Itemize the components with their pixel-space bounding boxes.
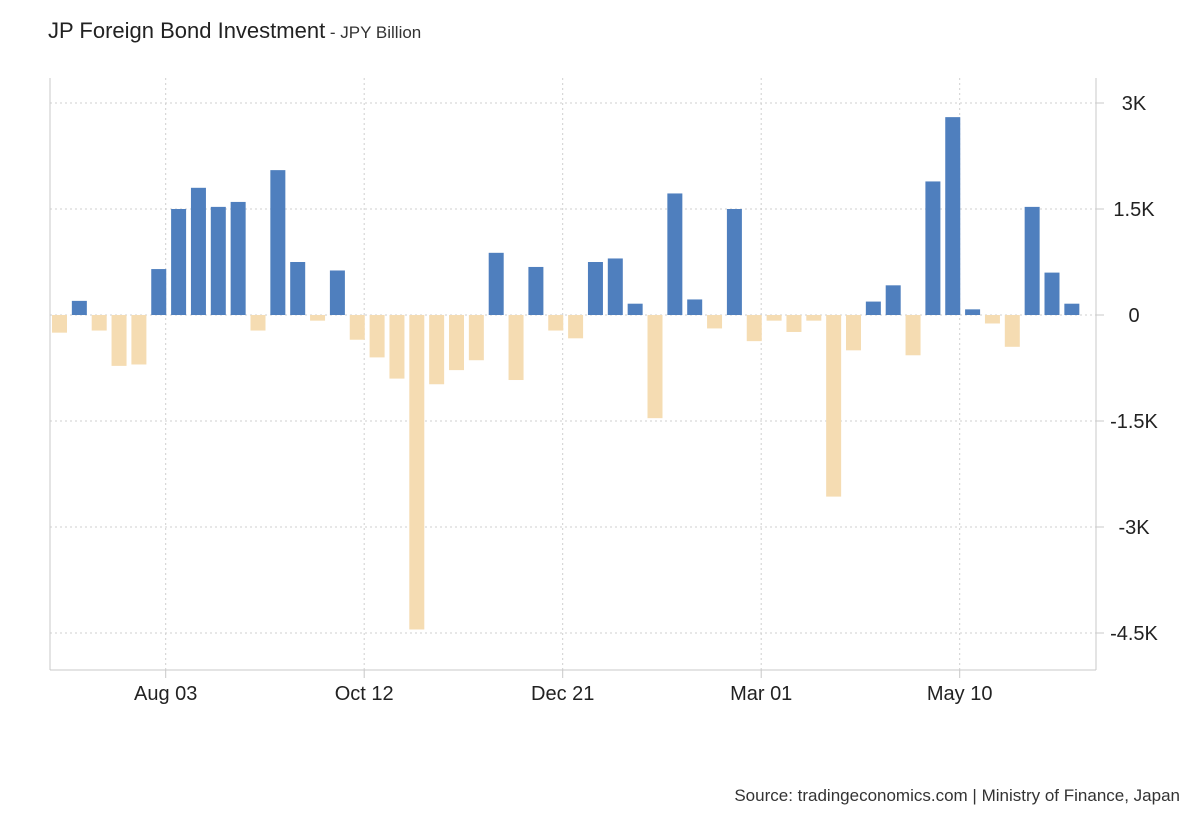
bar-negative: [429, 315, 445, 385]
bar-positive: [1024, 206, 1040, 315]
bar-positive: [329, 270, 345, 315]
x-tick-label: Mar 01: [730, 683, 792, 705]
bar-negative: [449, 315, 464, 371]
bar-positive: [607, 258, 623, 315]
bar-negative: [905, 315, 921, 356]
bar-negative: [647, 315, 663, 419]
bar-negative: [568, 315, 584, 339]
bar-positive: [965, 309, 981, 315]
axes: 3K 1.5K 0 -1.5K -3K -4.5K Aug 03 Oct 12 Dec 21 Ma…: [49, 78, 1159, 705]
bar-negative: [1004, 315, 1020, 347]
bar-positive: [290, 262, 306, 315]
bar-negative: [111, 315, 127, 366]
source-note: Source: tradingeconomics.com | Ministry …: [734, 786, 1180, 805]
bar-negative: [389, 315, 405, 379]
bar-negative: [707, 315, 723, 329]
chart-title-text: JP Foreign Bond Investment: [48, 18, 326, 43]
bar-positive: [945, 117, 961, 315]
y-tick-label: -1.5K: [1110, 411, 1158, 433]
bar-negative: [91, 315, 107, 331]
bars: [52, 117, 1080, 630]
bar-positive: [71, 300, 87, 315]
bar-negative: [746, 315, 762, 342]
y-tick-label: -4.5K: [1110, 623, 1158, 645]
x-tick-label: Oct 12: [335, 683, 394, 705]
bar-positive: [190, 187, 206, 315]
bar-positive: [1064, 303, 1080, 315]
bar-negative: [984, 315, 1000, 324]
chart-subtitle: - JPY Billion: [325, 23, 422, 42]
bar-negative: [508, 315, 524, 381]
bar-negative: [52, 315, 67, 333]
bar-negative: [468, 315, 484, 361]
bar-negative: [409, 315, 425, 630]
bar-positive: [151, 269, 167, 315]
bar-positive: [627, 303, 643, 315]
bar-positive: [528, 266, 544, 315]
y-tick-label: 3K: [1122, 93, 1147, 115]
y-tick-label: 0: [1128, 305, 1139, 327]
y-tick-label: 1.5K: [1113, 199, 1155, 221]
bar-negative: [766, 315, 782, 321]
x-tick-label: Dec 21: [531, 683, 594, 705]
chart-title: JP Foreign Bond Investment - JPY Billion: [48, 18, 421, 44]
x-tick-label: Aug 03: [134, 683, 197, 705]
bar-negative: [846, 315, 861, 351]
bar-positive: [1044, 272, 1060, 315]
bar-negative: [131, 315, 147, 365]
bar-negative: [310, 315, 326, 321]
bar-positive: [230, 201, 246, 315]
bar-positive: [885, 285, 901, 315]
bar-negative: [786, 315, 802, 332]
bar-negative: [349, 315, 365, 340]
bar-positive: [171, 209, 187, 315]
y-tick-label: -3K: [1118, 517, 1150, 539]
bar-negative: [548, 315, 564, 331]
bar-positive: [865, 301, 881, 315]
bar-negative: [250, 315, 266, 331]
x-tick-label: May 10: [927, 683, 993, 705]
bar-positive: [587, 262, 603, 315]
bar-negative: [369, 315, 385, 358]
bar-positive: [687, 299, 703, 315]
bar-negative: [806, 315, 822, 321]
gridlines: [50, 78, 1096, 670]
bar-positive: [726, 209, 742, 315]
bar-positive: [210, 206, 226, 315]
bar-positive: [925, 181, 941, 315]
bar-positive: [488, 252, 504, 315]
bar-positive: [667, 193, 683, 315]
bar-positive: [270, 170, 286, 315]
bar-negative: [826, 315, 842, 497]
